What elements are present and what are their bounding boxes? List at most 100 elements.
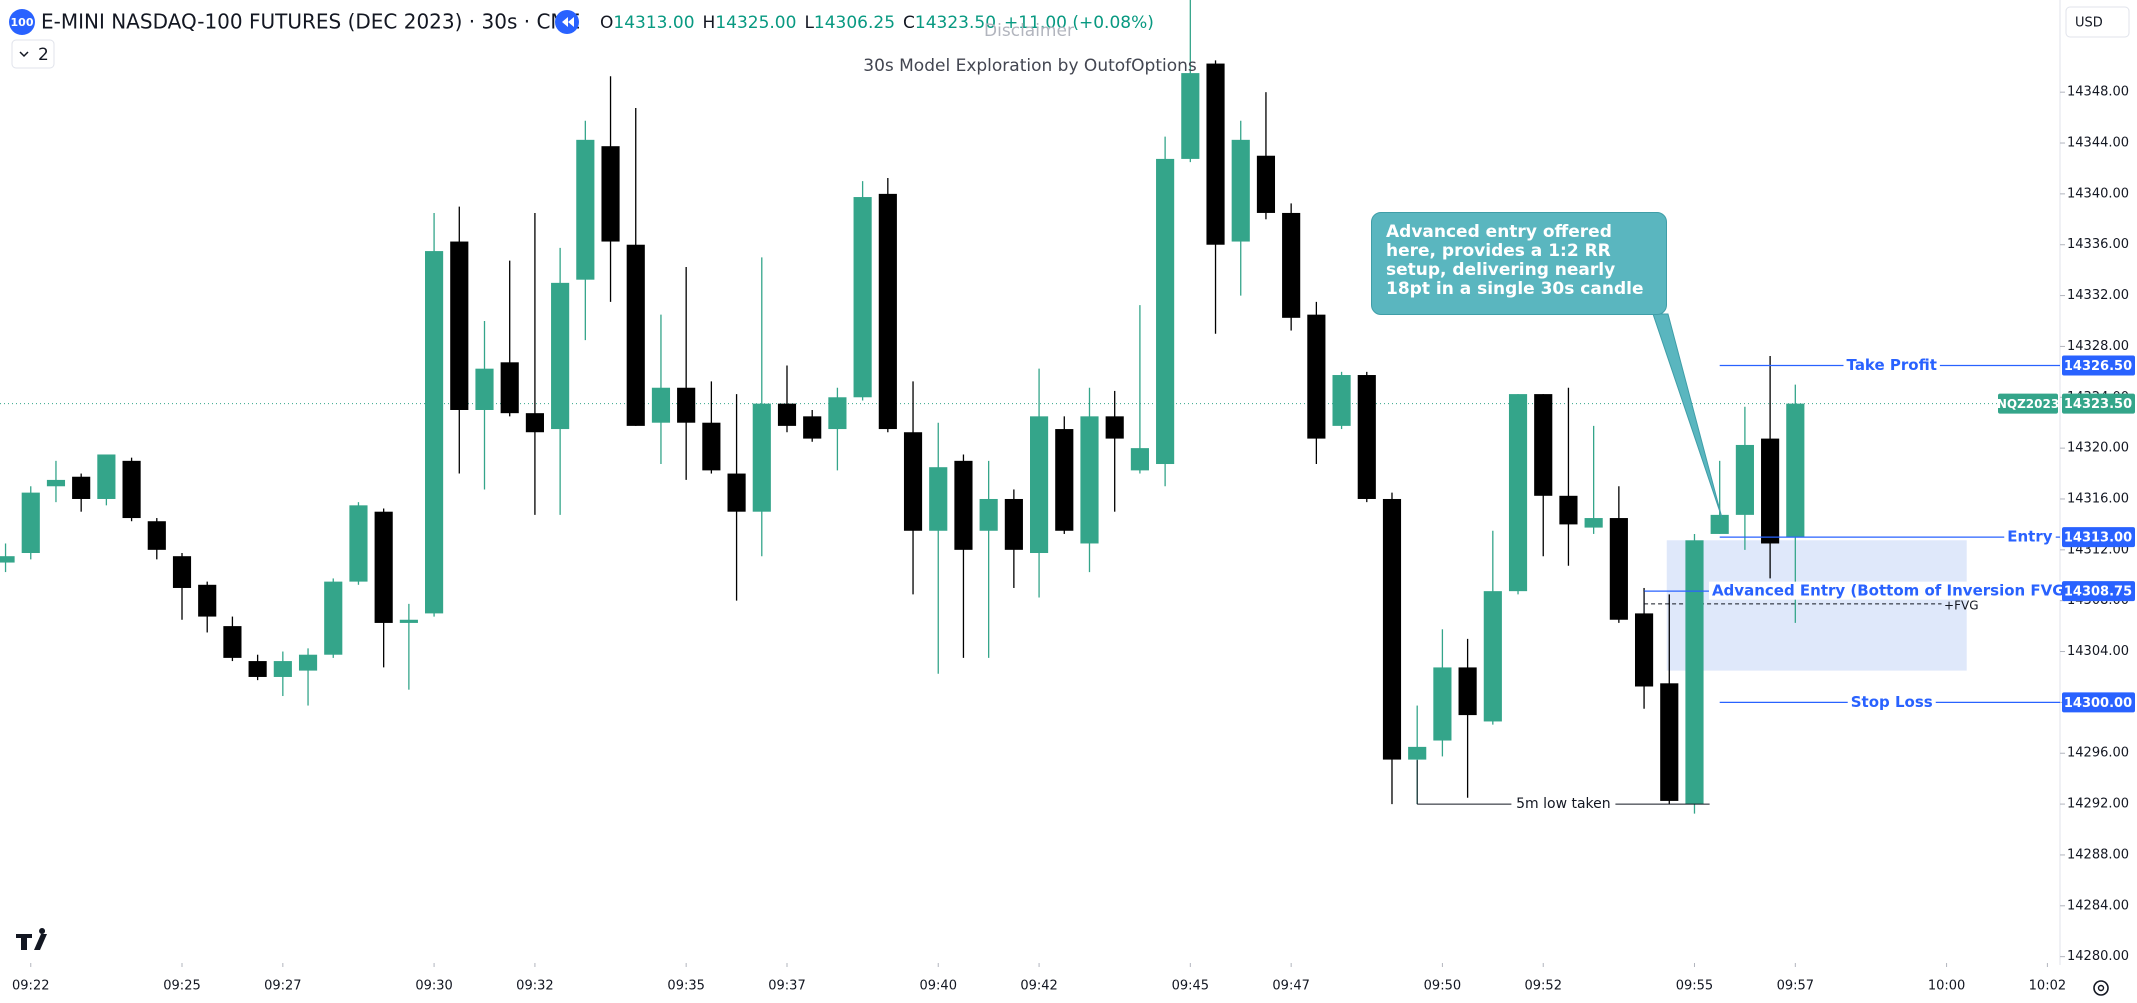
settings-icon[interactable] [2093, 980, 2109, 996]
candle-body [853, 197, 872, 398]
ohlc-value: 14313.00 [613, 13, 694, 33]
candle-body [1357, 375, 1376, 499]
symbol-badge: 100 [11, 16, 34, 29]
candle-body [828, 397, 847, 430]
label-bg [2004, 527, 2056, 546]
candle-body [399, 619, 418, 623]
logo [16, 928, 47, 950]
level-badge [2062, 527, 2135, 548]
x-tick-label: 09:30 [415, 979, 452, 994]
y-tick-label: 14292.00 [2067, 797, 2129, 812]
label-bg [1847, 692, 1936, 711]
candle-body [1685, 540, 1704, 805]
candle-body [1508, 394, 1528, 592]
level-badge [2062, 692, 2135, 713]
y-tick-label: 14296.00 [2067, 746, 2129, 761]
candle-body [1080, 416, 1099, 544]
y-tick-label: 14304.00 [2067, 644, 2129, 659]
change: +11.00 (+0.08%) [1004, 13, 1154, 33]
candle-body [1433, 667, 1452, 741]
level-value: 14300.00 [2064, 696, 2132, 711]
last-price-badge [2062, 393, 2135, 414]
level-value: 14313.00 [2064, 531, 2132, 546]
candle-body [1458, 667, 1477, 716]
chevron-icon [19, 51, 29, 58]
candle-body [803, 416, 822, 439]
candle-body [349, 505, 368, 582]
currency-box[interactable] [2065, 6, 2130, 38]
candle-body [1156, 158, 1175, 465]
candle-body [273, 661, 292, 677]
candle-body [777, 403, 797, 426]
candle-body [1382, 498, 1402, 760]
candle-body [1408, 746, 1427, 760]
ohlc-value: 14306.25 [814, 13, 895, 33]
candle-body [1231, 139, 1250, 242]
ohlc-value: 14325.00 [715, 13, 796, 33]
candle-body [1559, 495, 1578, 525]
candle-body [223, 626, 242, 658]
candle-body [677, 387, 696, 423]
candle-body [147, 521, 166, 550]
x-tick-label: 09:50 [1424, 979, 1461, 994]
ohlc-key: C [903, 13, 915, 33]
x-tick-label: 09:32 [516, 979, 553, 994]
candle-body [1660, 683, 1679, 801]
y-tick-label: 14328.00 [2067, 339, 2129, 354]
candle-body [1055, 429, 1074, 531]
y-tick-label: 14332.00 [2067, 288, 2129, 303]
candle-body [198, 584, 217, 617]
candle-body [1609, 518, 1628, 620]
candle-body [752, 403, 771, 512]
label-bg [1843, 355, 1940, 374]
candle-body [1534, 394, 1553, 496]
candle-body [97, 454, 116, 499]
y-tick-label: 14280.00 [2067, 949, 2129, 964]
indicator-toggle[interactable] [11, 39, 55, 69]
candle-body [425, 251, 444, 614]
candle-body [1256, 155, 1276, 213]
ohlc-header: O14313.00 H14325.00 L14306.25 C14323.50 +11.… [600, 13, 1154, 33]
candle-body [929, 467, 948, 531]
candle-body [1004, 498, 1023, 550]
last-price-value: 14323.50 [2064, 397, 2132, 412]
level-label: Take Profit [1847, 356, 1937, 374]
candle-body [324, 581, 343, 655]
label-bg [1511, 794, 1616, 815]
y-tick-label: 14344.00 [2067, 136, 2129, 151]
candle-body [1786, 403, 1805, 538]
low-taken-label: 5m low taken [1516, 796, 1611, 812]
candle-body [1735, 444, 1754, 515]
y-tick-label: 14336.00 [2067, 237, 2129, 252]
symbol-badge-bg [1998, 393, 2058, 414]
indicator-count: 2 [38, 45, 49, 65]
ohlc-key: L [804, 13, 814, 33]
x-tick-label: 09:40 [920, 979, 957, 994]
candle-body [1030, 416, 1049, 554]
x-tick-label: 09:55 [1676, 979, 1713, 994]
candle-body [1761, 438, 1780, 544]
candle-body [475, 368, 494, 410]
x-tick-label: 09:45 [1172, 979, 1209, 994]
candle-body [727, 473, 746, 512]
y-tick-label: 14320.00 [2067, 441, 2129, 456]
candle-body [1105, 416, 1124, 439]
candle-body [979, 498, 998, 531]
candle-body [1282, 212, 1301, 318]
x-tick-label: 09:35 [667, 979, 704, 994]
x-tick-label: 09:57 [1777, 979, 1814, 994]
x-tick-label: 09:42 [1020, 979, 1057, 994]
candle-body [878, 193, 897, 430]
candle-body [1710, 514, 1729, 534]
x-tick-label: 09:22 [12, 979, 49, 994]
level-badge [2062, 355, 2135, 376]
x-tick-label: 09:47 [1272, 979, 1309, 994]
candle-body [72, 476, 91, 499]
candle-body [1130, 448, 1149, 471]
candle-body [1307, 314, 1326, 439]
ohlc-key: H [703, 13, 716, 33]
y-tick-label: 14284.00 [2067, 898, 2129, 913]
